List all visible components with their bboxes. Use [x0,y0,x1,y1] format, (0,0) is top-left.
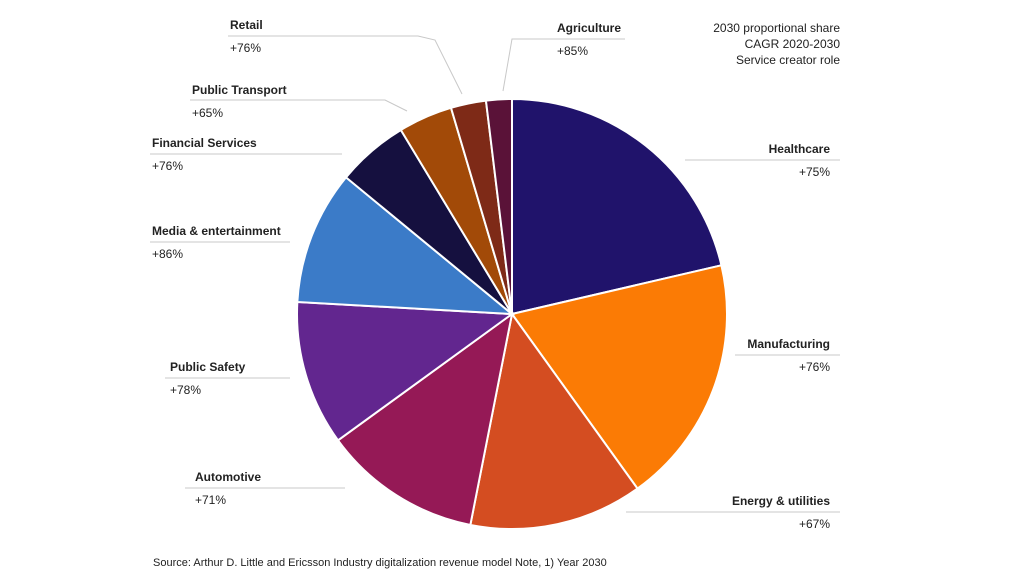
leader-line-retail [228,35,463,95]
slice-label-healthcare: Healthcare [769,142,831,156]
pie-slice-energy-utilities [469,311,639,530]
slice-label-media-entertainment: Media & entertainment [152,224,281,238]
chart-note: 2030 proportional share CAGR 2020-2030 S… [713,20,840,68]
slice-cagr-automotive: +71% [195,493,226,507]
slice-cagr-public-transport: +65% [192,106,223,120]
slice-cagr-healthcare: +75% [799,165,830,179]
note-line-2: CAGR 2020-2030 [744,37,840,51]
note-line-1: 2030 proportional share [713,21,840,35]
slice-cagr-retail: +76% [230,41,261,55]
slice-label-retail: Retail [230,18,263,32]
leader-line-agriculture [502,38,625,92]
source-note: Source: Arthur D. Little and Ericsson In… [153,557,607,569]
slice-label-agriculture: Agriculture [557,21,621,35]
slice-cagr-media-entertainment: +86% [152,247,183,261]
slice-label-public-safety: Public Safety [170,360,246,374]
note-line-3: Service creator role [735,53,840,67]
leader-line-public-transport [190,99,408,112]
slice-label-energy-utilities: Energy & utilities [732,494,830,508]
slice-cagr-public-safety: +78% [170,383,201,397]
pie-slice-automotive [336,311,514,527]
slice-label-automotive: Automotive [195,470,261,484]
slice-cagr-agriculture: +85% [557,44,588,58]
slice-label-public-transport: Public Transport [192,83,287,97]
slice-cagr-energy-utilities: +67% [799,517,830,531]
pie-slice-media-entertainment [296,175,515,316]
slice-cagr-financial-services: +76% [152,159,183,173]
pie-slice-public-safety [296,300,515,442]
pie-slice-agriculture [484,97,513,315]
slice-cagr-manufacturing: +76% [799,360,830,374]
slice-label-manufacturing: Manufacturing [747,337,830,351]
pie-slice-manufacturing [510,264,728,490]
slice-label-financial-services: Financial Services [152,136,257,150]
pie-slice-healthcare [511,97,723,316]
